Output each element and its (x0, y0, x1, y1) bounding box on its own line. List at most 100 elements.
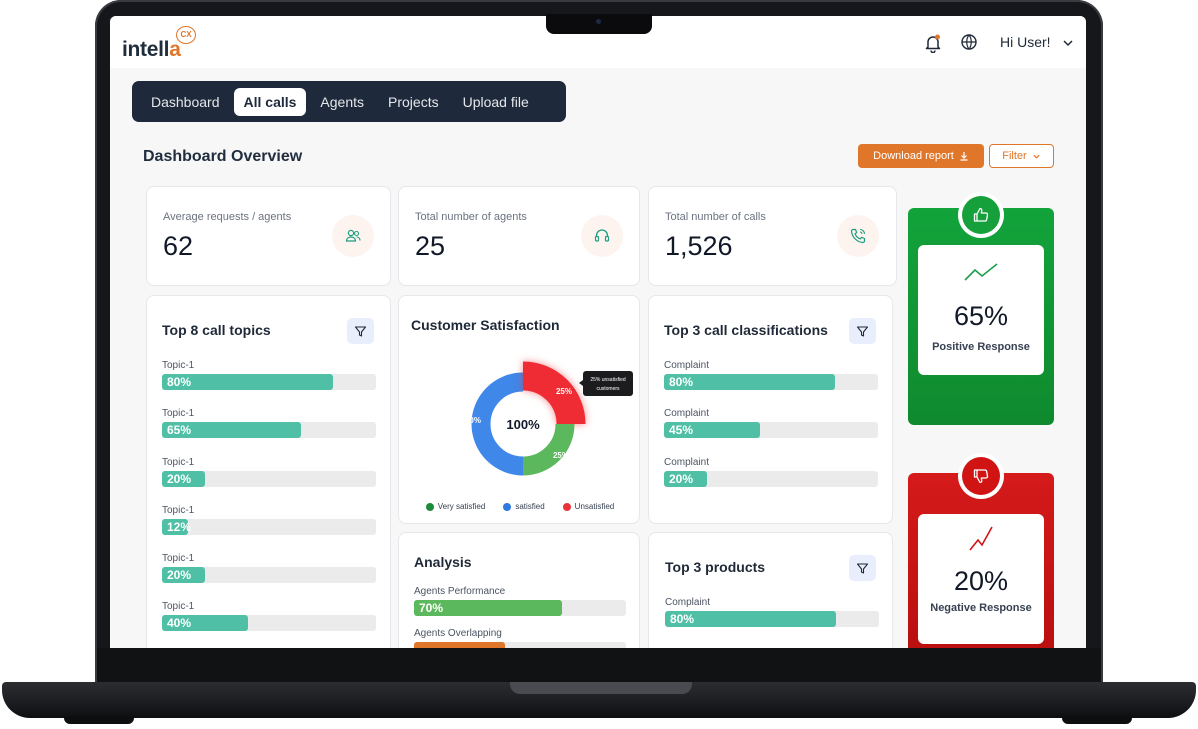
card-title: Top 3 call classifications (664, 322, 828, 338)
bar-fill (162, 567, 205, 584)
bar-value: 45% (669, 423, 694, 438)
laptop-foot-left (64, 716, 134, 724)
stat-card-total-agents: Total number of agents 25 (398, 186, 640, 286)
globe-icon[interactable] (960, 33, 980, 53)
laptop-chin (97, 648, 1101, 682)
bar-row: Topic-1 80% (162, 360, 376, 408)
user-greeting[interactable]: Hi User! (1000, 34, 1051, 50)
bar-label: Topic-1 (162, 601, 195, 613)
bar-track: 80% (665, 611, 879, 627)
funnel-icon[interactable] (347, 318, 374, 344)
stat-card-avg-requests: Average requests / agents 62 (146, 186, 391, 286)
bar-label: Complaint (664, 456, 710, 468)
bar-value: 20% (669, 471, 694, 486)
satisfaction-card: Customer Satisfaction 50% 25% 25% 100% 25% u… (398, 295, 640, 524)
pie-slice-label: 25% (556, 387, 572, 396)
headset-icon (581, 215, 623, 257)
legend-label: Very satisfied (437, 502, 486, 511)
bar-row: Topic-1 65% (162, 408, 376, 456)
negative-badge (958, 453, 1004, 499)
pie-slice-label: 25% (553, 451, 569, 460)
bell-icon[interactable] (924, 33, 944, 54)
camera-notch (546, 14, 652, 34)
bar-label: Topic-1 (162, 504, 195, 516)
chart-legend: Very satisfied satisfied Unsatisfied (399, 502, 641, 511)
tab-upload-file[interactable]: Upload file (462, 93, 529, 110)
bar-row: Complaint 45% (664, 408, 878, 456)
bar-fill (162, 518, 188, 535)
thumbs-down-icon (962, 457, 1000, 495)
laptop-base (2, 682, 1196, 718)
bar-fill (162, 422, 302, 439)
pie-slice-unsatisfied[interactable] (522, 361, 586, 425)
stat-value: 62 (163, 231, 194, 261)
bar-track: 70% (414, 600, 626, 616)
bar-fill (664, 422, 761, 439)
bar-track: 20% (664, 470, 878, 487)
bar-value: 70% (419, 601, 444, 615)
main-nav: Dashboard All calls Agents Projects Uplo… (132, 81, 566, 122)
card-title: Customer Satisfaction (411, 317, 560, 333)
positive-response-value: 65% (953, 301, 1009, 331)
bar-value: 65% (167, 423, 192, 438)
legend-swatch (425, 502, 434, 511)
legend-item: Unsatisfied (562, 502, 614, 511)
legend-swatch (562, 502, 571, 511)
bar-track: 80% (664, 374, 878, 390)
funnel-icon[interactable] (849, 318, 876, 344)
bar-row: Topic-1 20% (162, 553, 376, 601)
products-list: Complaint 80% (665, 597, 879, 645)
legend-item: Very satisfied (425, 502, 486, 511)
products-card: Top 3 products Complaint 80% (648, 532, 893, 648)
bar-fill (162, 470, 205, 487)
laptop-foot-right (1062, 716, 1132, 724)
bar-label: Complaint (665, 597, 711, 608)
bar-row: Complaint 80% (665, 597, 879, 645)
brand-logo[interactable]: intella (122, 38, 181, 61)
positive-badge (958, 192, 1004, 238)
chevron-down-icon (1033, 154, 1040, 159)
download-report-button[interactable]: Download report (858, 144, 984, 168)
stat-label: Average requests / agents (163, 211, 292, 223)
filter-button[interactable]: Filter (989, 144, 1054, 168)
tab-projects[interactable]: Projects (388, 93, 439, 110)
tab-all-calls[interactable]: All calls (233, 87, 307, 116)
bar-track: 65% (162, 422, 376, 439)
card-title: Analysis (414, 554, 472, 570)
stat-card-total-calls: Total number of calls 1,526 (648, 186, 897, 286)
legend-swatch (503, 502, 512, 511)
bar-track: 20% (162, 470, 376, 487)
bar-label: Topic-1 (162, 408, 195, 420)
funnel-icon[interactable] (849, 555, 876, 581)
analysis-list: Agents Performance 70% Agents Overlapping (414, 586, 626, 648)
tooltip-text: customers (596, 386, 620, 392)
negative-response-value: 20% (953, 566, 1009, 596)
bar-label: Topic-1 (162, 456, 195, 468)
trend-up-icon (964, 263, 998, 281)
bar-value: 40% (167, 616, 192, 631)
tab-dashboard[interactable]: Dashboard (151, 93, 220, 110)
bar-value: 80% (167, 375, 192, 389)
chart-tooltip: 25% unsatisfied customers (579, 371, 633, 396)
laptop-groove (510, 682, 692, 694)
download-icon (960, 152, 968, 161)
bar-value: 20% (167, 471, 192, 486)
pie-slice-label: 50% (465, 416, 481, 425)
bar-label: Complaint (664, 360, 710, 371)
satisfaction-donut-chart: 50% 25% 25% 100% 25% unsatisfied customers (465, 361, 633, 476)
positive-response-card: 65% Positive Response (918, 245, 1044, 375)
bar-row: Topic-1 12% (162, 505, 376, 553)
bar-value: 80% (669, 375, 694, 389)
app-screen: intella CX Hi User! Dashboard All calls … (110, 16, 1086, 648)
stat-value: 1,526 (665, 231, 733, 261)
bar-label: Agents Overlapping (414, 628, 502, 639)
chevron-down-icon[interactable] (1062, 36, 1074, 48)
pie-slice-satisfied[interactable] (471, 372, 524, 476)
tab-agents[interactable]: Agents (320, 93, 365, 110)
bar-fill (162, 374, 334, 390)
pie-slice-very-satisfied[interactable] (522, 423, 575, 476)
bar-row: Agents Performance 70% (414, 586, 626, 628)
analysis-card: Analysis Agents Performance 70% Agents Ove… (398, 532, 640, 648)
negative-response-label: Negative Response (930, 602, 1032, 614)
bar-row: Complaint 80% (664, 360, 878, 408)
